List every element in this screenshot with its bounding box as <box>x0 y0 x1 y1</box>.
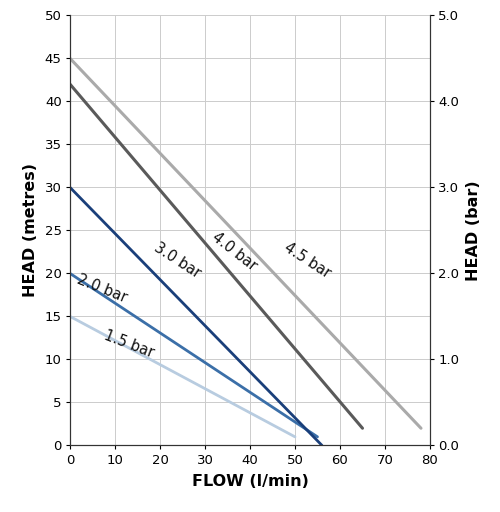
Y-axis label: HEAD (metres): HEAD (metres) <box>22 163 38 297</box>
Text: 4.0 bar: 4.0 bar <box>210 230 260 274</box>
Text: 3.0 bar: 3.0 bar <box>151 240 203 281</box>
Text: 2.0 bar: 2.0 bar <box>74 272 129 306</box>
Text: 4.5 bar: 4.5 bar <box>282 240 334 281</box>
X-axis label: FLOW (l/min): FLOW (l/min) <box>192 474 308 489</box>
Text: 1.5 bar: 1.5 bar <box>102 328 156 360</box>
Y-axis label: HEAD (bar): HEAD (bar) <box>466 180 481 281</box>
